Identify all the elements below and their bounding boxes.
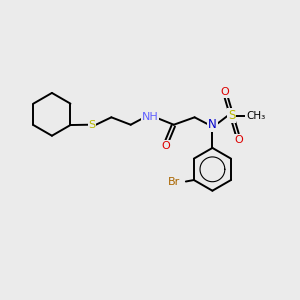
Text: O: O [161, 141, 170, 151]
Text: O: O [221, 87, 230, 97]
Text: S: S [88, 120, 96, 130]
Text: Br: Br [168, 176, 180, 187]
Text: O: O [234, 135, 243, 145]
Text: S: S [228, 109, 236, 122]
Text: CH₃: CH₃ [246, 111, 265, 121]
Text: N: N [208, 118, 217, 131]
Text: NH: NH [142, 112, 158, 122]
